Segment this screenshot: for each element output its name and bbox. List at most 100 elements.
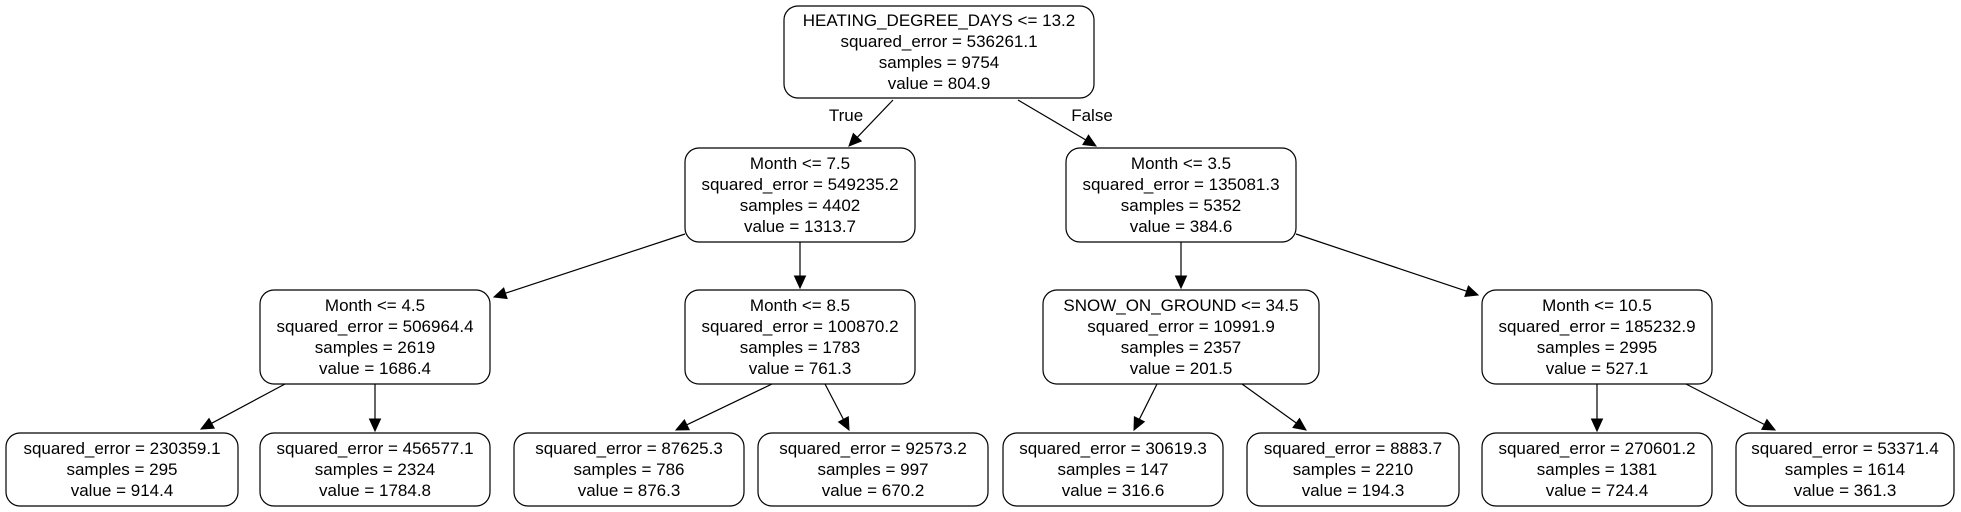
- edge-n6-n13: [1590, 384, 1604, 433]
- arrowhead-icon: [1174, 275, 1188, 290]
- node-box: [259, 289, 491, 385]
- edge-line: [824, 383, 844, 420]
- node-line: value = 361.3: [1794, 481, 1897, 500]
- arrowhead-icon: [793, 275, 807, 290]
- arrowhead-icon: [674, 418, 690, 431]
- node-line: samples = 4402: [740, 196, 861, 215]
- nodes-layer: HEATING_DEGREE_DAYS <= 13.2 squared_error…: [5, 5, 1955, 507]
- node-line: Month <= 10.5: [1542, 296, 1652, 315]
- node-line: value = 316.6: [1062, 481, 1165, 500]
- leaf-node-n9: squared_error = 87625.3 samples = 786 valu…: [513, 432, 745, 507]
- node-line: squared_error = 53371.4: [1751, 439, 1939, 458]
- edge-n5-n12: [1241, 383, 1307, 431]
- arrowhead-icon: [1082, 134, 1098, 147]
- edge-line: [1295, 233, 1467, 292]
- node-box: [684, 289, 916, 385]
- node-line: samples = 2324: [315, 460, 436, 479]
- edge-line: [856, 99, 894, 138]
- node-line: value = 761.3: [749, 359, 852, 378]
- node-line: samples = 295: [66, 460, 177, 479]
- node-line: squared_error = 135081.3: [1082, 175, 1279, 194]
- node-line: samples = 786: [573, 460, 684, 479]
- edge-n2-n5: [1174, 242, 1188, 290]
- node-line: value = 670.2: [822, 481, 925, 500]
- node-box: [783, 5, 1095, 99]
- split-node-n4: Month <= 8.5 squared_error = 100870.2 samp…: [684, 289, 916, 385]
- node-line: samples = 1381: [1537, 460, 1658, 479]
- split-node-n3: Month <= 4.5 squared_error = 506964.4 samp…: [259, 289, 491, 385]
- node-line: Month <= 3.5: [1131, 154, 1231, 173]
- node-line: value = 876.3: [578, 481, 681, 500]
- split-node-n6: Month <= 10.5 squared_error = 185232.9 sam…: [1481, 289, 1713, 385]
- node-line: squared_error = 549235.2: [701, 175, 898, 194]
- node-line: samples = 5352: [1121, 196, 1242, 215]
- node-line: samples = 1783: [740, 338, 861, 357]
- edges-layer: True False: [199, 99, 1777, 433]
- node-line: squared_error = 8883.7: [1264, 439, 1442, 458]
- node-line: squared_error = 456577.1: [276, 439, 473, 458]
- node-line: samples = 2995: [1537, 338, 1658, 357]
- edge-label-false: False: [1071, 106, 1113, 125]
- node-line: squared_error = 230359.1: [23, 439, 220, 458]
- edge-n1-n4: [793, 242, 807, 290]
- node-line: SNOW_ON_GROUND <= 34.5: [1063, 296, 1298, 315]
- edge-n0-n1: True: [829, 99, 894, 147]
- node-line: squared_error = 270601.2: [1498, 439, 1695, 458]
- node-line: squared_error = 536261.1: [840, 32, 1037, 51]
- node-box: [513, 432, 745, 507]
- arrowhead-icon: [199, 417, 216, 430]
- node-line: value = 804.9: [888, 74, 991, 93]
- edge-n4-n9: [674, 383, 773, 431]
- node-line: squared_error = 92573.2: [779, 439, 967, 458]
- edge-line: [1138, 383, 1158, 420]
- node-line: value = 527.1: [1546, 359, 1649, 378]
- node-line: Month <= 4.5: [325, 296, 425, 315]
- node-box: [1065, 147, 1297, 243]
- arrowhead-icon: [1590, 418, 1604, 433]
- arrowhead-icon: [837, 415, 850, 432]
- node-line: value = 914.4: [71, 481, 174, 500]
- node-line: samples = 147: [1057, 460, 1168, 479]
- leaf-node-n13: squared_error = 270601.2 samples = 1381 va…: [1481, 432, 1713, 507]
- node-line: value = 1686.4: [319, 359, 431, 378]
- node-line: squared_error = 506964.4: [276, 317, 473, 336]
- node-box: [1481, 289, 1713, 385]
- node-box: [1735, 432, 1955, 507]
- edge-n1-n3: [492, 233, 686, 300]
- leaf-node-n12: squared_error = 8883.7 samples = 2210 valu…: [1246, 432, 1460, 507]
- arrowhead-icon: [492, 287, 508, 300]
- edge-label-true: True: [829, 106, 863, 125]
- node-line: Month <= 8.5: [750, 296, 850, 315]
- split-node-n5: SNOW_ON_GROUND <= 34.5 squared_error = 10…: [1042, 289, 1320, 385]
- node-box: [757, 432, 989, 507]
- arrowhead-icon: [1133, 416, 1146, 432]
- node-line: value = 724.4: [1546, 481, 1649, 500]
- node-line: value = 1313.7: [744, 217, 856, 236]
- edge-line: [1241, 383, 1297, 424]
- edge-line: [1685, 383, 1765, 426]
- arrowhead-icon: [368, 418, 382, 433]
- arrowhead-icon: [848, 132, 863, 147]
- node-line: samples = 9754: [879, 53, 1000, 72]
- node-line: squared_error = 10991.9: [1087, 317, 1275, 336]
- node-line: value = 384.6: [1130, 217, 1233, 236]
- arrowhead-icon: [1292, 417, 1307, 431]
- edge-line: [211, 383, 286, 424]
- node-box: [684, 147, 916, 243]
- arrowhead-icon: [1760, 418, 1777, 431]
- split-node-n0: HEATING_DEGREE_DAYS <= 13.2 squared_error…: [783, 5, 1095, 99]
- edge-n0-n2: False: [1017, 99, 1113, 147]
- node-line: squared_error = 185232.9: [1498, 317, 1695, 336]
- node-line: samples = 1614: [1785, 460, 1906, 479]
- edge-n2-n6: [1295, 233, 1480, 297]
- node-line: samples = 2210: [1293, 460, 1414, 479]
- split-node-n1: Month <= 7.5 squared_error = 549235.2 samp…: [684, 147, 916, 243]
- leaf-node-n14: squared_error = 53371.4 samples = 1614 val…: [1735, 432, 1955, 507]
- node-line: value = 194.3: [1302, 481, 1405, 500]
- node-line: samples = 2619: [315, 338, 436, 357]
- node-box: [1481, 432, 1713, 507]
- edge-n4-n10: [824, 383, 850, 432]
- leaf-node-n8: squared_error = 456577.1 samples = 2324 va…: [259, 432, 491, 507]
- edge-line: [505, 233, 686, 294]
